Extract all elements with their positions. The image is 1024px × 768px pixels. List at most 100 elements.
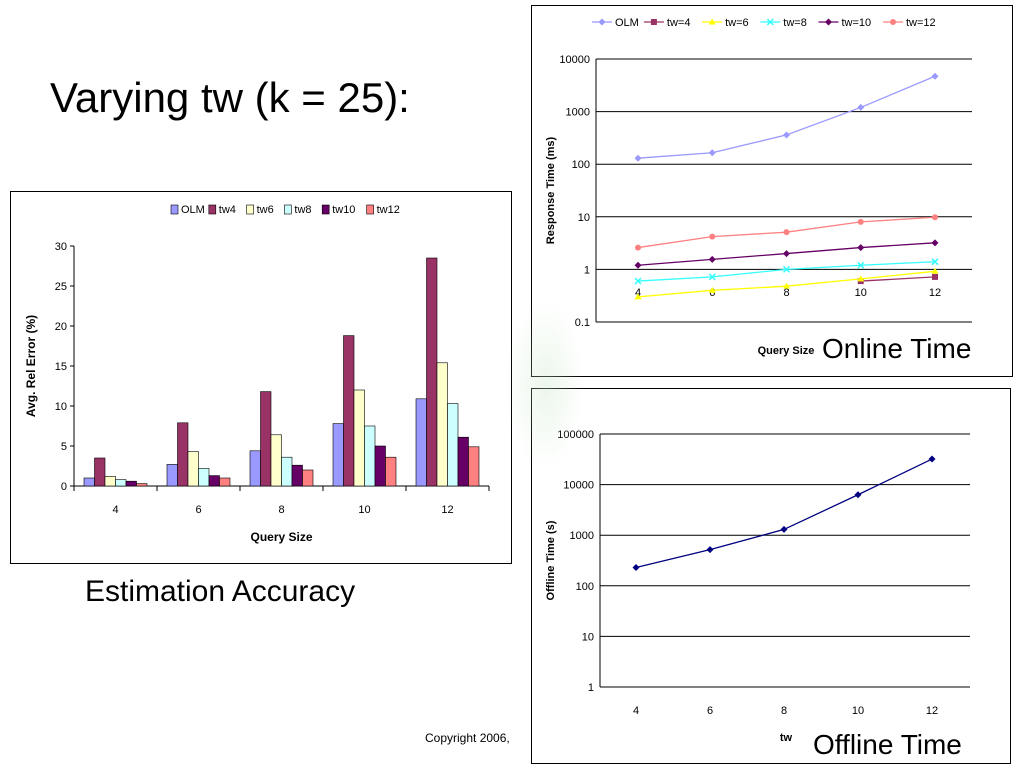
y-tick-label: 5	[61, 441, 67, 453]
point-OLM	[708, 149, 716, 157]
x-tick-label: 4	[633, 705, 639, 717]
legend-label-OLM: OLM	[615, 17, 639, 29]
y-axis-label: Response Time (ms)	[545, 136, 557, 244]
offline-chart-frame: 1 10 100 1000 10000 100000 4 6 8 10 12 tw Offline Ti…	[531, 388, 1011, 764]
legend-label-tw=6: tw=6	[725, 17, 749, 29]
bar-tw10-10	[374, 445, 386, 487]
point-tw=8	[782, 265, 791, 273]
y-tick-label: 100000	[557, 429, 594, 441]
y-tick-label: 15	[55, 361, 67, 373]
bar-tw4-12	[426, 257, 438, 487]
bar-tw8-10	[364, 425, 376, 487]
legend-marker-tw=12	[890, 19, 896, 25]
y-tick-label: 100	[576, 581, 594, 593]
bar-tw12-6	[219, 477, 231, 487]
legend-label-tw10: tw10	[332, 204, 355, 216]
point-tw=12	[857, 218, 864, 225]
bar-tw4-4	[94, 457, 106, 487]
point-tw=10	[857, 244, 865, 252]
x-axis-label: Query Size	[758, 345, 815, 357]
bar-tw8-4	[115, 479, 127, 487]
series-line-OLM	[637, 75, 936, 159]
point-tw=6	[857, 275, 865, 282]
legend-marker-tw=8	[766, 18, 774, 26]
x-tick-label: 12	[926, 705, 938, 717]
bar-tw12-10	[385, 456, 397, 487]
x-tick-label: 8	[781, 705, 787, 717]
x-tick-label: 12	[929, 287, 941, 299]
bar-tw6-4	[104, 476, 116, 487]
y-tick-label: 10	[582, 631, 594, 643]
legend-swatch-OLM	[170, 204, 179, 215]
accuracy-chart-frame: 0 5 10 15 20 25 30 4 6 8 10 12 Query Size Avg. Rel Er…	[10, 191, 512, 564]
legend-swatch-tw12	[366, 204, 374, 215]
slide-title: Varying tw (k = 25):	[50, 74, 410, 121]
legend-label-tw=12: tw=12	[906, 17, 936, 29]
bar-tw4-8	[260, 391, 272, 487]
legend-label-tw=8: tw=8	[783, 17, 807, 29]
background-watermark	[505, 300, 585, 470]
point-tw=4	[932, 273, 938, 280]
bar-OLM-6	[166, 464, 178, 487]
series-line-tw=8	[637, 261, 936, 282]
offline-caption: Offline Time	[813, 729, 962, 760]
legend-marker-OLM	[598, 18, 606, 26]
point-series	[632, 563, 640, 571]
point-series	[928, 455, 936, 463]
legend-swatch-tw4	[208, 204, 217, 215]
legend-label-tw12: tw12	[377, 204, 400, 216]
bar-tw10-12	[457, 436, 469, 487]
point-tw=6	[634, 293, 642, 300]
bar-OLM-8	[249, 450, 261, 487]
bar-tw12-4	[136, 483, 148, 487]
y-axis-label: Avg. Rel Error (%)	[24, 315, 38, 417]
point-series	[780, 525, 788, 533]
x-axis-label: tw	[780, 732, 793, 744]
series-line-tw=4	[860, 276, 936, 282]
y-axis-label: Offline Time (s)	[545, 520, 557, 600]
point-tw=6	[931, 267, 939, 274]
point-tw=12	[783, 229, 790, 236]
bar-OLM-4	[83, 477, 95, 487]
point-tw=10	[783, 250, 790, 258]
x-tick-label: 12	[441, 504, 453, 516]
point-tw=12	[635, 244, 641, 251]
bar-tw6-12	[436, 362, 448, 487]
y-tick-label: 0.1	[575, 317, 590, 329]
legend-marker-tw=4	[650, 19, 657, 25]
legend-swatch-tw10	[321, 204, 330, 215]
bar-tw8-6	[198, 468, 210, 487]
copyright-text: Copyright 2006,	[425, 731, 510, 745]
bar-tw6-6	[187, 451, 199, 487]
y-tick-label: 100	[572, 159, 590, 171]
x-tick-label: 6	[709, 287, 715, 299]
x-tick-label: 10	[855, 287, 867, 299]
bar-tw10-8	[291, 464, 303, 487]
x-tick-label: 4	[635, 287, 641, 299]
bar-tw8-12	[447, 403, 459, 487]
y-tick-label: 10000	[559, 54, 590, 66]
legend-label-tw=4: tw=4	[667, 17, 691, 29]
point-tw=10	[708, 255, 716, 263]
point-OLM	[857, 103, 865, 111]
y-tick-label: 1000	[566, 107, 590, 119]
y-tick-label: 1	[588, 682, 594, 694]
y-tick-label: 30	[55, 241, 67, 253]
point-tw=8	[708, 273, 716, 281]
point-tw=8	[634, 277, 642, 285]
point-tw=8	[857, 261, 865, 269]
bar-tw12-8	[302, 469, 314, 487]
bar-OLM-12	[415, 398, 427, 487]
point-tw=8	[931, 258, 939, 266]
point-tw=6	[783, 282, 790, 289]
point-tw=6	[708, 286, 716, 293]
legend-marker-tw=6	[708, 18, 716, 25]
x-tick-label: 6	[195, 504, 201, 516]
point-OLM	[931, 72, 939, 80]
bar-tw10-4	[125, 480, 137, 487]
y-tick-label: 1	[584, 264, 590, 276]
bar-tw10-6	[208, 475, 220, 487]
bar-tw4-10	[343, 335, 355, 487]
legend-swatch-tw6	[246, 204, 254, 215]
series-line-series	[635, 458, 933, 569]
